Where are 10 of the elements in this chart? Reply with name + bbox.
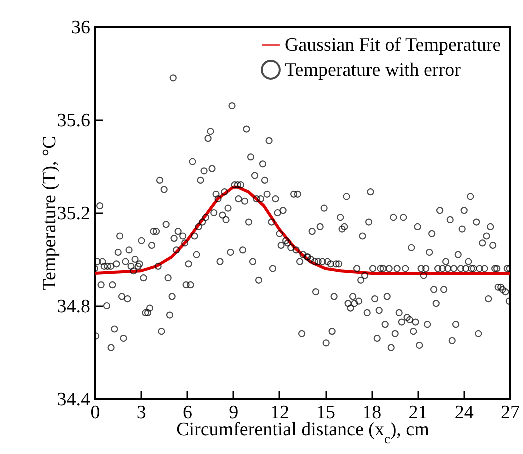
legend-label: Temperature with error bbox=[285, 60, 462, 81]
y-tick-label: 34.8 bbox=[57, 296, 90, 318]
y-tick-label: 36 bbox=[72, 18, 90, 38]
x-tick-label: 27 bbox=[501, 402, 520, 424]
x-tick-label: 0 bbox=[90, 402, 100, 424]
y-tick-label: 34.4 bbox=[57, 390, 91, 410]
x-tick-label: 3 bbox=[136, 402, 146, 424]
y-tick-label: 35.6 bbox=[57, 110, 90, 132]
legend-label: Gaussian Fit of Temperature bbox=[285, 35, 502, 56]
x-tick-label: 24 bbox=[454, 402, 474, 424]
